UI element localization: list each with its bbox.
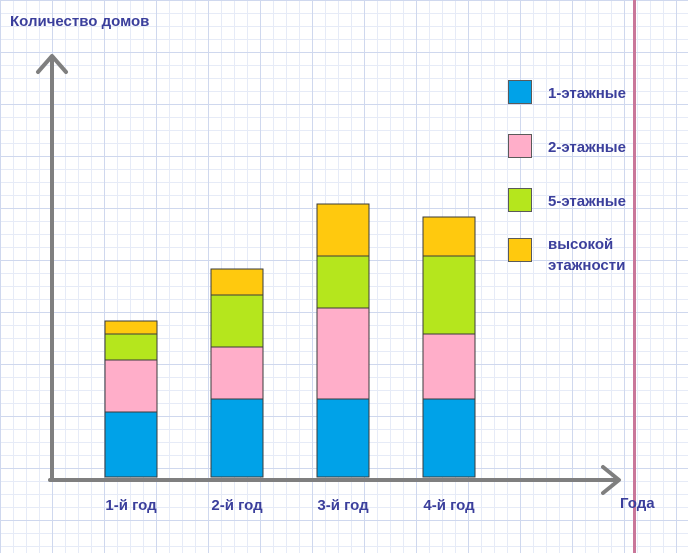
x-tick-label: 2-й год [211, 497, 263, 514]
bar-segment [316, 203, 370, 257]
bar-segment [422, 255, 476, 335]
legend-label: 1-этажные [548, 83, 658, 104]
legend-swatch [508, 188, 532, 212]
x-tick-label: 3-й год [317, 497, 369, 514]
bar-segment [422, 333, 476, 400]
legend-label-line: этажности [548, 257, 626, 274]
bar-segment [104, 359, 158, 413]
x-axis-label: Года [620, 495, 655, 512]
bar-segment [210, 294, 264, 348]
legend-swatch [508, 238, 532, 262]
bar-segment [210, 268, 264, 296]
bar-segment [210, 346, 264, 400]
bar-segment [104, 411, 158, 478]
legend-label-line: 1-этажные [548, 85, 626, 102]
x-axis-arrow [601, 465, 621, 495]
notebook-margin-line [633, 0, 636, 553]
bar-segment [316, 398, 370, 478]
legend-label: высокой этажности [548, 234, 658, 276]
legend-label-line: 5-этажные [548, 193, 626, 210]
y-axis-label: Количество домов [10, 13, 150, 30]
x-tick-label: 1-й год [105, 497, 157, 514]
bar-segment [422, 398, 476, 478]
bar-segment [316, 255, 370, 309]
bar-segment [422, 216, 476, 257]
y-axis-arrow [36, 54, 68, 74]
bar-segment [316, 307, 370, 400]
bar-segment [210, 398, 264, 478]
legend-swatch [508, 134, 532, 158]
legend-label: 5-этажные [548, 191, 658, 212]
legend-label: 2-этажные [548, 137, 658, 158]
x-tick-label: 4-й год [423, 497, 475, 514]
legend-label-line: 2-этажные [548, 139, 626, 156]
legend-label-line: высокой [548, 236, 614, 253]
legend-swatch [508, 80, 532, 104]
bar-segment [104, 320, 158, 335]
bar-segment [104, 333, 158, 361]
